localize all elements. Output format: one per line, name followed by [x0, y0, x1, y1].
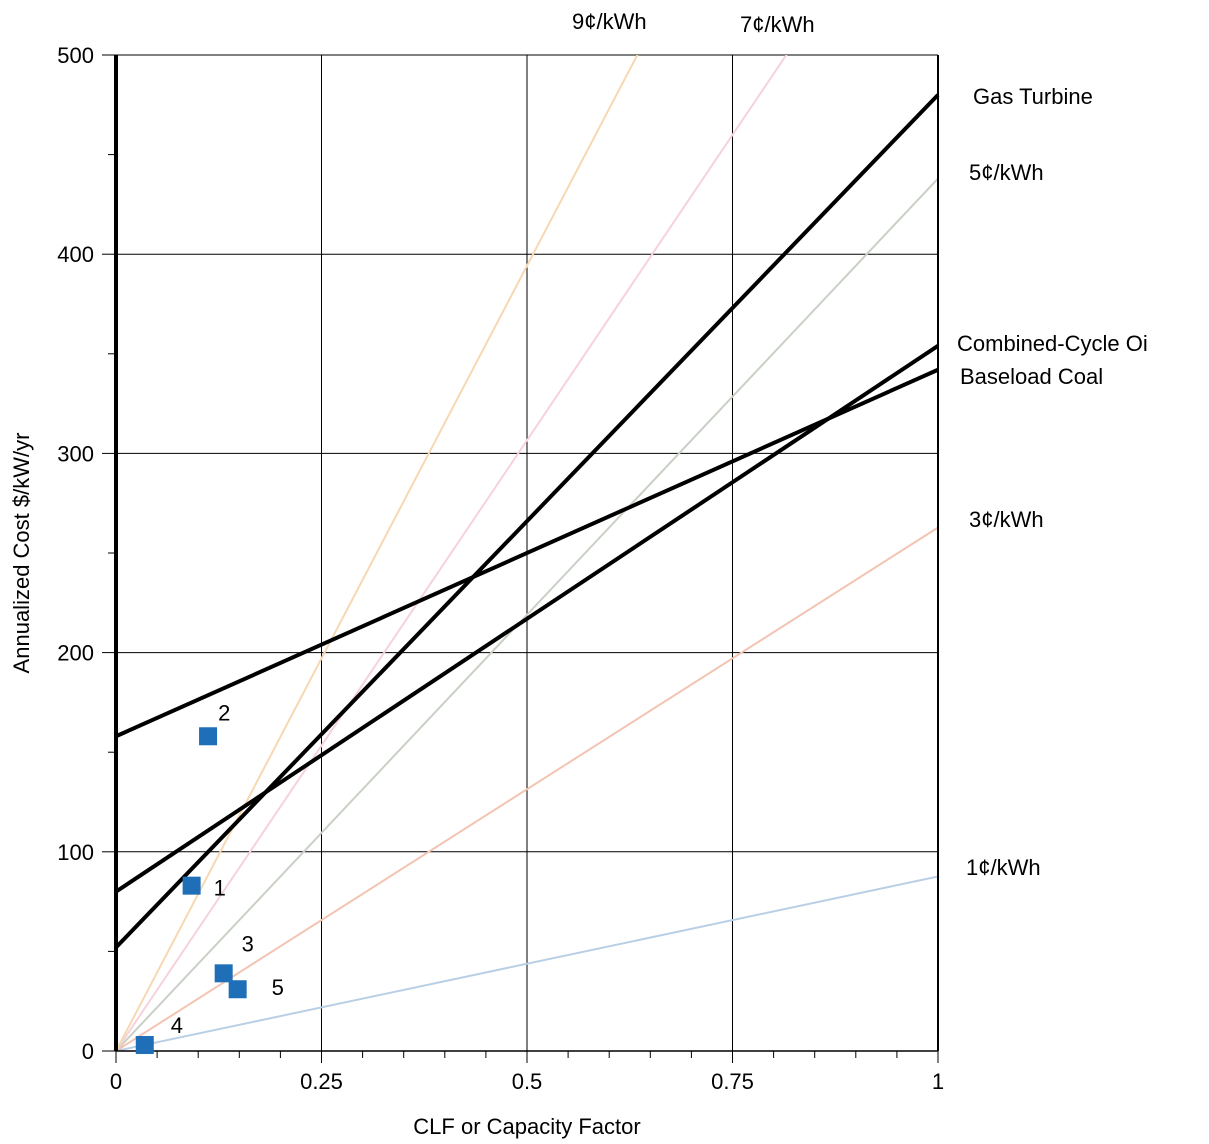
x-axis-title: CLF or Capacity Factor — [413, 1114, 640, 1139]
point-4 — [135, 1036, 154, 1055]
point-1 — [182, 876, 201, 895]
y-tick-label-0: 0 — [82, 1039, 94, 1064]
cost-lines — [114, 93, 940, 949]
label-rate-5: 5¢/kWh — [969, 160, 1044, 185]
rate-line-2 — [116, 526, 938, 1051]
point-label-2: 2 — [218, 700, 230, 725]
label-rate-1: 1¢/kWh — [966, 855, 1041, 880]
x-tick-label-2: 0.5 — [512, 1069, 543, 1094]
y-tick-label-4: 400 — [57, 242, 94, 267]
label-rate-9: 9¢/kWh — [572, 9, 647, 34]
point-label-5: 5 — [272, 975, 284, 1000]
point-3 — [214, 964, 233, 983]
x-tick-label-1: 0.25 — [300, 1069, 343, 1094]
x-tick-label-0: 0 — [110, 1069, 122, 1094]
y-tick-label-1: 100 — [57, 840, 94, 865]
rate-line-5 — [116, 55, 639, 1051]
data-points: 1 2 3 4 5 — [135, 700, 284, 1055]
point-2 — [199, 727, 218, 746]
x-tick-label-4: 1 — [932, 1069, 944, 1094]
point-label-3: 3 — [242, 931, 254, 956]
label-baseload-coal: Baseload Coal — [960, 364, 1104, 389]
y-axis-title: Annualized Cost $/kW/yr — [9, 433, 34, 674]
point-5 — [228, 980, 247, 999]
label-rate-7: 7¢/kWh — [740, 12, 815, 37]
label-gas-turbine: Gas Turbine — [973, 84, 1093, 109]
y-tick-label-5: 500 — [57, 43, 94, 68]
y-tick-label-3: 300 — [57, 441, 94, 466]
point-label-1: 1 — [214, 876, 226, 901]
cost-line-1 — [114, 93, 940, 949]
rate-line-4 — [116, 55, 788, 1051]
x-tick-label-3: 0.75 — [711, 1069, 754, 1094]
rate-line-3 — [116, 177, 938, 1051]
cost-line-3 — [115, 367, 939, 739]
label-combined-cycle: Combined-Cycle Oi — [957, 331, 1148, 356]
ticks: 0 0.25 0.5 0.75 1 0 100 200 300 400 500 — [57, 43, 944, 1094]
label-rate-3: 3¢/kWh — [969, 507, 1044, 532]
y-tick-label-2: 200 — [57, 641, 94, 666]
point-label-4: 4 — [171, 1013, 183, 1038]
rate-line-1 — [116, 875, 938, 1051]
rate-lines — [116, 55, 938, 1051]
cost-line-2 — [114, 344, 940, 894]
